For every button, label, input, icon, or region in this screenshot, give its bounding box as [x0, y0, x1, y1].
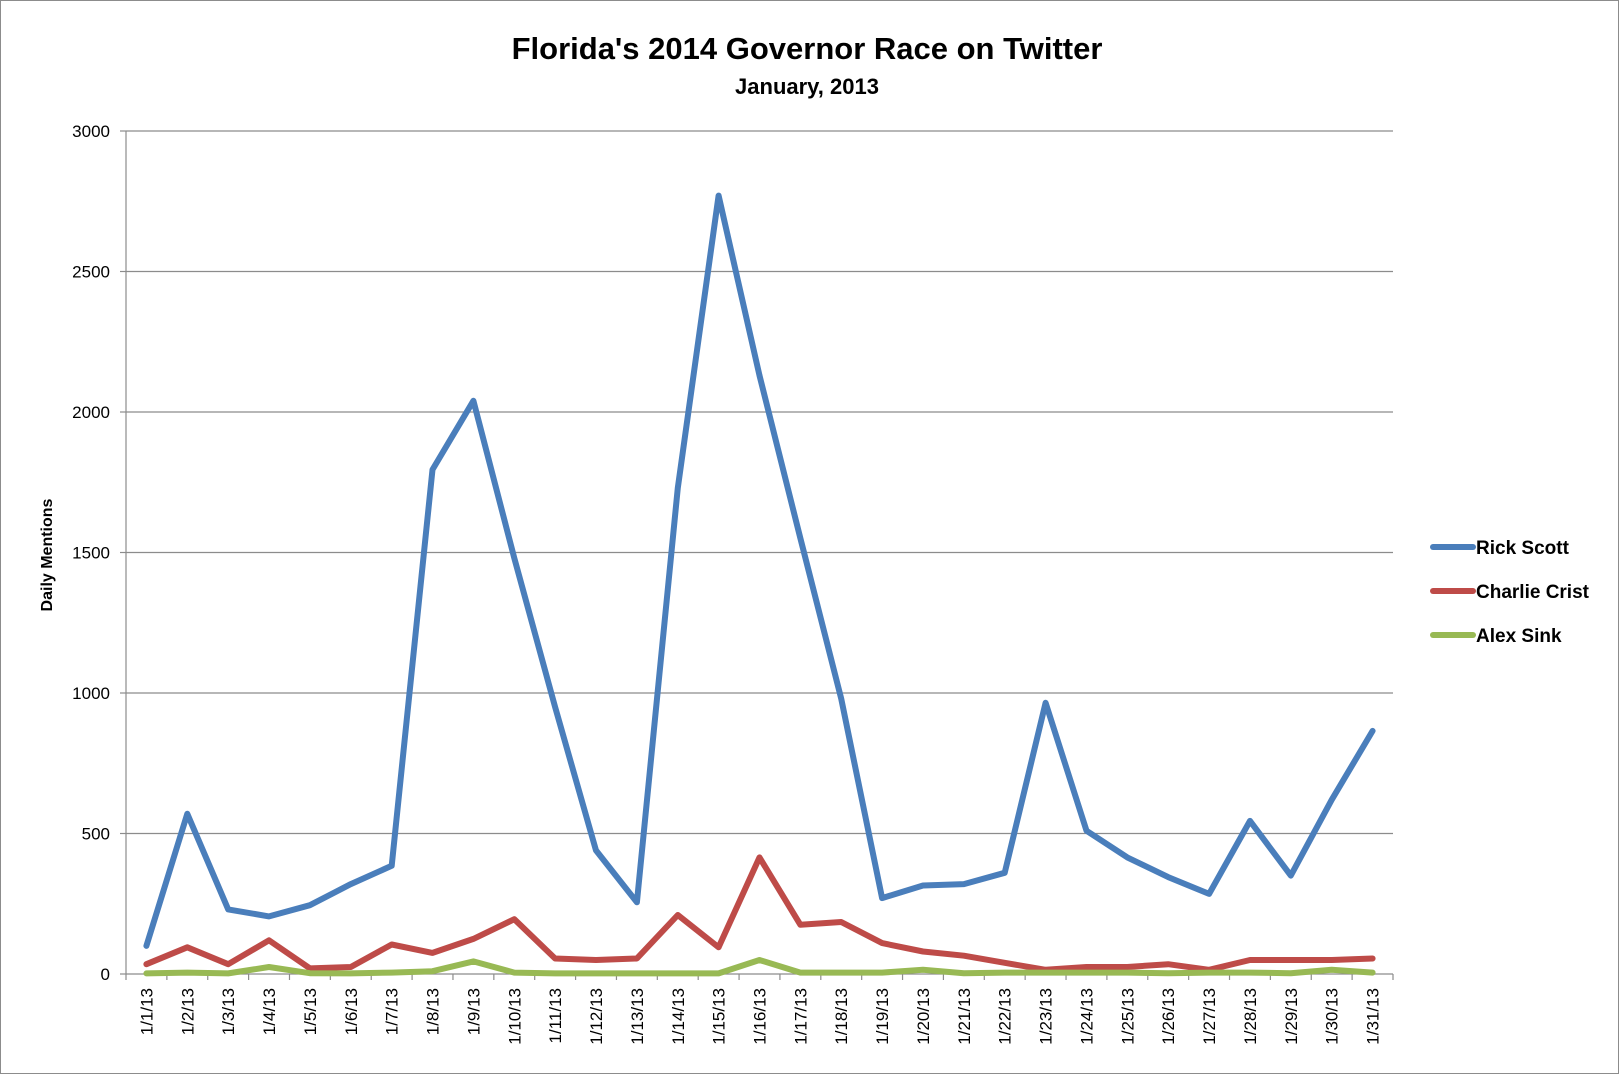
x-tick-label: 1/9/13: [464, 988, 483, 1035]
x-tick-label: 1/29/13: [1282, 988, 1301, 1045]
y-tick-label: 500: [82, 825, 110, 844]
y-tick-label: 2000: [72, 403, 110, 422]
y-tick-label: 3000: [72, 122, 110, 141]
y-tick-label: 2500: [72, 263, 110, 282]
x-tick-label: 1/6/13: [342, 988, 361, 1035]
x-tick-label: 1/4/13: [260, 988, 279, 1035]
x-tick-label: 1/28/13: [1241, 988, 1260, 1045]
y-tick-label: 1000: [72, 684, 110, 703]
series-lines: [143, 192, 1376, 977]
x-tick-label: 1/23/13: [1037, 988, 1056, 1045]
x-tick-label: 1/31/13: [1364, 988, 1383, 1045]
x-tick-label: 1/18/13: [832, 988, 851, 1045]
chart-title: Florida's 2014 Governor Race on Twitter: [512, 31, 1103, 66]
x-tick-label: 1/13/13: [628, 988, 647, 1045]
series-line-rick-scott: [143, 192, 1376, 949]
legend-label-charlie-crist: Charlie Crist: [1476, 582, 1590, 603]
chart-subtitle: January, 2013: [735, 74, 879, 99]
legend: Rick Scott Charlie Crist Alex Sink: [1430, 538, 1590, 647]
y-axis-label: Daily Mentions: [39, 498, 56, 611]
x-tick-label: 1/1/13: [137, 988, 156, 1035]
gridlines: [126, 130, 1393, 835]
x-tick-label: 1/11/13: [546, 988, 565, 1043]
legend-label-rick-scott: Rick Scott: [1476, 538, 1570, 559]
y-tick-label: 0: [101, 965, 110, 984]
x-tick-label: 1/16/13: [751, 988, 770, 1045]
x-tick-label: 1/10/13: [505, 988, 524, 1045]
x-tick-label: 1/25/13: [1118, 988, 1137, 1045]
x-tick-label: 1/30/13: [1323, 988, 1342, 1045]
legend-label-alex-sink: Alex Sink: [1476, 626, 1562, 647]
x-tick-label: 1/24/13: [1077, 988, 1096, 1045]
x-tick-label: 1/26/13: [1159, 988, 1178, 1045]
series-line-alex-sink: [143, 957, 1376, 977]
x-tick-label: 1/2/13: [178, 988, 197, 1035]
x-tick-label: 1/20/13: [914, 988, 933, 1045]
x-tick-label: 1/3/13: [219, 988, 238, 1035]
x-tick-label: 1/17/13: [791, 988, 810, 1045]
x-tick-label: 1/22/13: [996, 988, 1015, 1045]
x-tick-label: 1/7/13: [383, 988, 402, 1035]
x-tick-label: 1/5/13: [301, 988, 320, 1035]
x-tick-label: 1/21/13: [955, 988, 974, 1045]
x-tick-label: 1/12/13: [587, 988, 606, 1045]
y-tick-label: 1500: [72, 544, 110, 563]
x-tick-label: 1/14/13: [669, 988, 688, 1045]
x-tick-label: 1/19/13: [873, 988, 892, 1045]
x-tick-label: 1/8/13: [424, 988, 443, 1035]
series-line-charlie-crist: [143, 854, 1376, 973]
x-tick-label: 1/15/13: [710, 988, 729, 1045]
x-tick-label: 1/27/13: [1200, 988, 1219, 1045]
